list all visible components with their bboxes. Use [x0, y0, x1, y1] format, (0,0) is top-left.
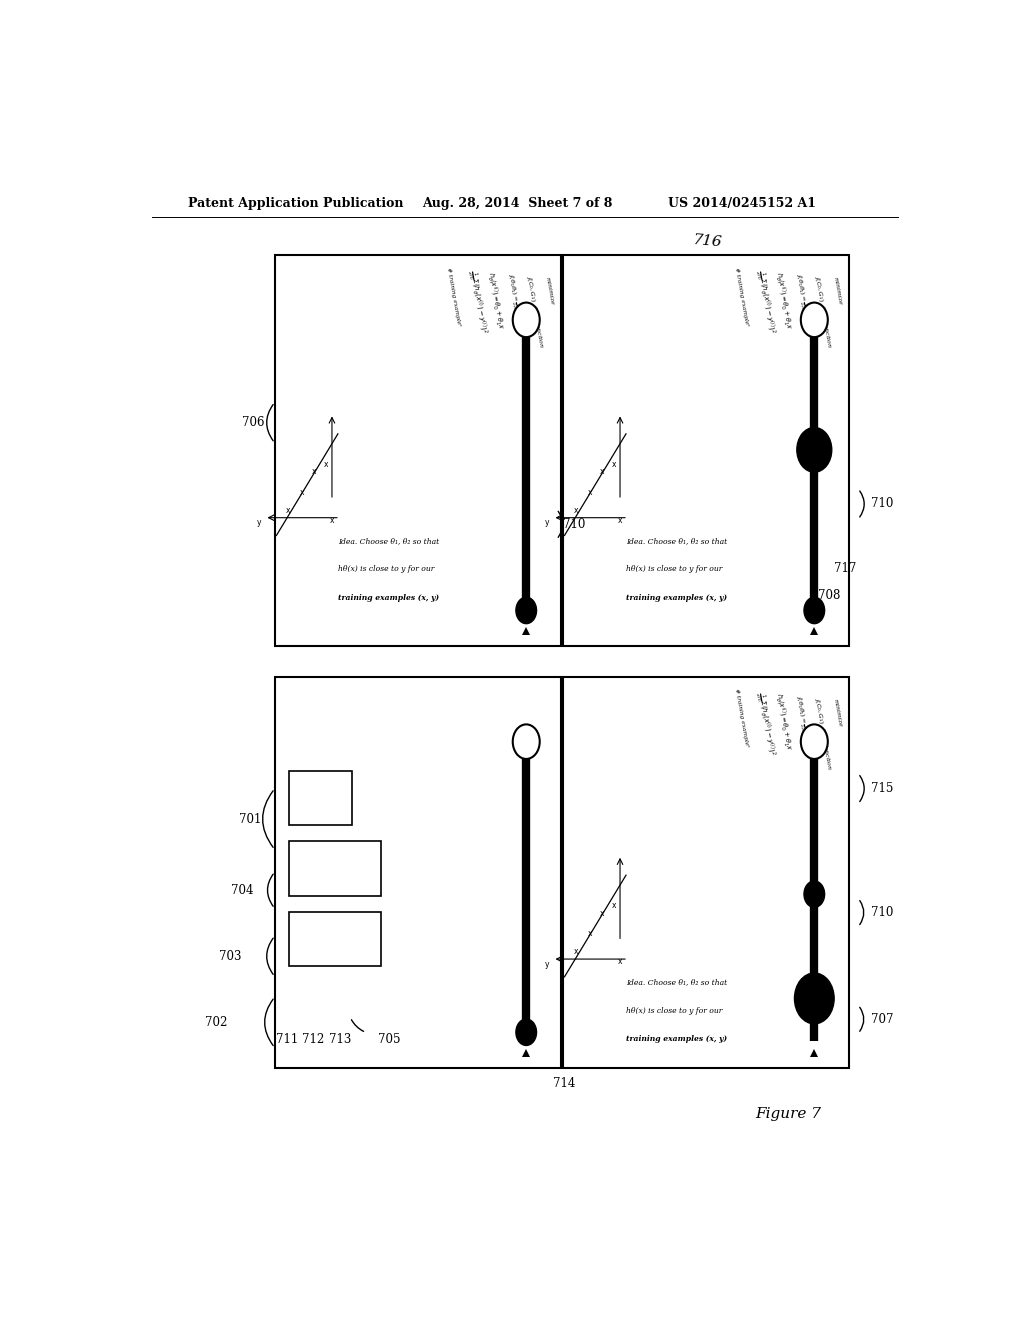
- Text: Idea. Choose θ₁, θ₂ so that: Idea. Choose θ₁, θ₂ so that: [338, 537, 439, 545]
- Text: minimize: minimize: [544, 276, 554, 305]
- Text: 706: 706: [242, 416, 264, 429]
- Text: x: x: [617, 957, 623, 966]
- Text: $\frac{1}{2m}\Sigma(h_\theta(x^{(i)})-y^{(i)})^2$: $\frac{1}{2m}\Sigma(h_\theta(x^{(i)})-y^…: [753, 268, 777, 334]
- Text: x: x: [300, 488, 304, 496]
- Text: 702: 702: [205, 1016, 227, 1028]
- Text: $J(C_0, G_1)$  Cost function: $J(C_0, G_1)$ Cost function: [812, 696, 834, 771]
- Circle shape: [795, 973, 835, 1024]
- Circle shape: [801, 302, 827, 337]
- Text: 708: 708: [818, 589, 841, 602]
- Text: 705: 705: [378, 1034, 400, 1047]
- Circle shape: [797, 428, 831, 473]
- Text: x: x: [312, 467, 316, 477]
- Text: $h_\theta(x^{(i)})=\theta_0+\theta_1 x$: $h_\theta(x^{(i)})=\theta_0+\theta_1 x$: [772, 271, 795, 330]
- Text: x: x: [330, 516, 334, 525]
- Text: training examples (x, y): training examples (x, y): [626, 594, 727, 602]
- Text: x: x: [574, 506, 579, 515]
- Circle shape: [516, 597, 537, 623]
- Text: x: x: [611, 902, 616, 911]
- Text: 714: 714: [553, 1077, 574, 1090]
- Text: x: x: [324, 459, 329, 469]
- Text: Idea. Choose θ₁, θ₂ so that: Idea. Choose θ₁, θ₂ so that: [626, 978, 727, 986]
- Text: $h_\theta(x^{(i)})=\theta_0+\theta_1 x$: $h_\theta(x^{(i)})=\theta_0+\theta_1 x$: [772, 692, 795, 752]
- Text: y: y: [256, 519, 261, 527]
- Text: training examples (x, y): training examples (x, y): [338, 594, 439, 602]
- Circle shape: [801, 725, 827, 759]
- Text: y: y: [545, 519, 549, 527]
- Bar: [289, 771, 352, 825]
- Bar: [274, 677, 560, 1068]
- Text: x: x: [286, 506, 291, 515]
- Text: y: y: [545, 960, 549, 969]
- Text: Figure 7: Figure 7: [755, 1106, 821, 1121]
- Text: minimize: minimize: [833, 276, 842, 305]
- Circle shape: [513, 725, 540, 759]
- Bar: [289, 912, 381, 966]
- Text: 717: 717: [835, 561, 857, 574]
- Text: x: x: [574, 946, 579, 956]
- Text: training examples (x, y): training examples (x, y): [626, 1035, 727, 1043]
- Text: Idea. Choose θ₁, θ₂ so that: Idea. Choose θ₁, θ₂ so that: [626, 537, 727, 545]
- Bar: [563, 255, 849, 647]
- Text: $J(\theta_0\theta_1)=\frac{1}{2m}\Sigma(h_\theta(x^{(i)})-d^i)$: $J(\theta_0\theta_1)=\frac{1}{2m}\Sigma(…: [793, 694, 818, 776]
- Text: # training exampleˢ: # training exampleˢ: [734, 689, 750, 748]
- Text: 710: 710: [563, 517, 586, 531]
- Circle shape: [804, 880, 824, 907]
- Text: hθ(x) is close to y for our: hθ(x) is close to y for our: [626, 565, 722, 573]
- Text: $\frac{1}{2m}\Sigma(h_\theta(x^{(i)})-y^{(i)})^2$: $\frac{1}{2m}\Sigma(h_\theta(x^{(i)})-y^…: [464, 268, 489, 334]
- Bar: [289, 841, 381, 896]
- Text: # training exampleˢ: # training exampleˢ: [446, 267, 462, 326]
- Text: $J(C_0, G_1)$  Cost function: $J(C_0, G_1)$ Cost function: [812, 275, 834, 348]
- Text: x: x: [617, 516, 623, 525]
- Text: x: x: [600, 467, 604, 477]
- Text: 713: 713: [330, 1034, 352, 1047]
- Text: 707: 707: [870, 1012, 893, 1026]
- Bar: [563, 677, 849, 1068]
- Text: hθ(x) is close to y for our: hθ(x) is close to y for our: [626, 1007, 722, 1015]
- Text: 715: 715: [870, 781, 893, 795]
- Circle shape: [513, 302, 540, 337]
- Text: 704: 704: [230, 883, 253, 896]
- Circle shape: [804, 597, 824, 623]
- Bar: [274, 255, 560, 647]
- Text: x: x: [588, 488, 593, 496]
- Text: $J(\theta_0\theta_1)=\frac{1}{2m}\Sigma(h_\theta(x^{(i)})-d^i)$: $J(\theta_0\theta_1)=\frac{1}{2m}\Sigma(…: [793, 272, 818, 354]
- Text: 716: 716: [691, 234, 722, 249]
- Text: $J(\theta_0\theta_1)=\frac{1}{2m}\Sigma(h_\theta(x^{(i)})-d^i)$: $J(\theta_0\theta_1)=\frac{1}{2m}\Sigma(…: [504, 272, 530, 354]
- Text: 703: 703: [219, 950, 242, 962]
- Text: Patent Application Publication: Patent Application Publication: [187, 197, 403, 210]
- Text: minimize: minimize: [833, 698, 842, 727]
- Text: 710: 710: [870, 906, 893, 919]
- Text: x: x: [600, 909, 604, 917]
- Text: x: x: [588, 929, 593, 939]
- Text: hθ(x) is close to y for our: hθ(x) is close to y for our: [338, 565, 434, 573]
- Text: $J(C_0, G_1)$  Cost function: $J(C_0, G_1)$ Cost function: [524, 275, 546, 348]
- Circle shape: [516, 1019, 537, 1045]
- Text: 711: 711: [275, 1034, 298, 1047]
- Text: x: x: [611, 459, 616, 469]
- Text: # training exampleˢ: # training exampleˢ: [734, 267, 750, 326]
- Text: Aug. 28, 2014  Sheet 7 of 8: Aug. 28, 2014 Sheet 7 of 8: [422, 197, 612, 210]
- Text: $h_\theta(x^{(i)})=\theta_0+\theta_1 x$: $h_\theta(x^{(i)})=\theta_0+\theta_1 x$: [484, 271, 507, 330]
- Text: $\frac{1}{2m}\Sigma(h_\theta(x^{(i)})-y^{(i)})^2$: $\frac{1}{2m}\Sigma(h_\theta(x^{(i)})-y^…: [753, 690, 777, 756]
- Text: 710: 710: [870, 498, 893, 511]
- Text: 712: 712: [302, 1034, 324, 1047]
- Text: US 2014/0245152 A1: US 2014/0245152 A1: [668, 197, 816, 210]
- Text: 701: 701: [239, 813, 261, 825]
